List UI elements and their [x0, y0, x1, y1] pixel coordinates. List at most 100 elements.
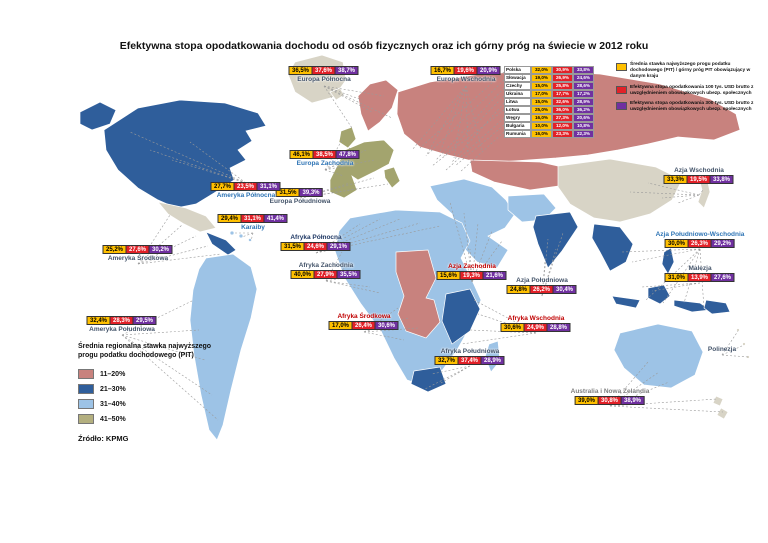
- country-value-cell: 36,2%: [573, 106, 594, 114]
- source-note: Źródło: KPMG: [78, 434, 129, 443]
- country-row: Łotwa 25,0% 36,0% 36,2%: [504, 106, 594, 114]
- region-australia-nz: Australia i Nowa Zelandia 39,0% 30,8% 38,9%: [571, 387, 649, 405]
- region-afryka-polnocna: Afryka Północna 31,5% 24,6% 29,1%: [280, 233, 351, 251]
- region-label: Karaiby: [241, 224, 265, 231]
- map-india: [532, 211, 579, 269]
- legend-color-swatch: [616, 63, 627, 71]
- region-value-cell: 29,4%: [217, 214, 242, 223]
- region-value-cell: 33,3%: [663, 175, 688, 184]
- region-value-cell: 31,0%: [664, 273, 689, 282]
- region-azja-poludniowa: Azja Południowa 24,8% 26,2% 30,4%: [506, 276, 577, 294]
- region-value-cell: 30,4%: [552, 285, 577, 294]
- region-azja-zachodnia: Azja Zachodnia 15,6% 19,3% 21,6%: [436, 262, 507, 280]
- region-afryka-poludniowa: Afryka Południowa 32,7% 37,4% 28,9%: [434, 347, 505, 365]
- country-value-cell: 15,0%: [531, 98, 552, 106]
- region-values: 32,4% 28,3% 29,5%: [86, 316, 157, 325]
- region-value-cell: 28,3%: [109, 316, 134, 325]
- country-row: Bułgaria 10,0% 12,0% 10,8%: [504, 122, 594, 130]
- region-value-cell: 13,9%: [687, 273, 712, 282]
- country-name: Bułgaria: [504, 122, 531, 130]
- region-value-cell: 38,5%: [312, 150, 337, 159]
- country-value-cell: 12,0%: [552, 122, 573, 130]
- country-row: Ukraina 17,0% 17,7% 17,2%: [504, 90, 594, 98]
- map-legend-label: 31–40%: [100, 400, 126, 408]
- map-central-asia: [469, 159, 577, 191]
- page-title: Efektywna stopa opodatkowania dochodu od…: [119, 40, 649, 52]
- region-value-cell: 27,6%: [125, 245, 150, 254]
- country-value-cell: 17,0%: [531, 90, 552, 98]
- region-value-cell: 31,5%: [280, 242, 305, 251]
- region-values: 32,7% 37,4% 28,9%: [434, 356, 505, 365]
- country-value-cell: 30,9%: [552, 66, 573, 74]
- map-south-africa: [410, 366, 447, 393]
- region-value-cell: 26,2%: [529, 285, 554, 294]
- region-label: Azja Południowo-Wschodnia: [655, 231, 745, 238]
- region-values: 39,0% 30,8% 38,9%: [574, 396, 645, 405]
- legend-label: Efektywna stopa opodatkowania 300 tys. U…: [630, 101, 754, 113]
- map-alaska: [79, 101, 117, 131]
- region-azja-pd-wschodnia: Azja Południowo-Wschodnia 30,0% 26,3% 29,2%: [655, 230, 745, 248]
- map-indonesia-east: [673, 299, 711, 313]
- region-value-cell: 19,6%: [453, 66, 478, 75]
- region-values: 16,7% 19,6% 20,9%: [430, 66, 501, 75]
- region-label: Europa Wschodnia: [436, 76, 496, 83]
- region-value-cell: 28,8%: [546, 323, 571, 332]
- region-ameryka-srodkowa: 25,2% 27,6% 30,2% Ameryka Środkowa: [102, 245, 173, 263]
- region-value-cell: 26,3%: [687, 239, 712, 248]
- region-value-cell: 35,5%: [336, 270, 361, 279]
- map-new-zealand: [712, 395, 724, 407]
- country-row: Polska 32,0% 30,9% 33,8%: [504, 66, 594, 74]
- region-value-cell: 37,6%: [311, 66, 336, 75]
- region-afryka-srodkowa: Afryka Środkowa 17,0% 26,4% 30,6%: [328, 312, 399, 330]
- map-sumatra-java: [611, 295, 641, 309]
- region-value-cell: 30,6%: [374, 321, 399, 330]
- map-legend-items: 11–20% 21–30% 31–40% 41–50%: [78, 369, 214, 425]
- country-value-cell: 20,6%: [573, 114, 594, 122]
- region-value-cell: 31,1%: [240, 214, 265, 223]
- country-value-cell: 16,0%: [531, 114, 552, 122]
- country-name: Czechy: [504, 82, 531, 90]
- region-values: 36,5% 37,6% 38,7%: [288, 66, 359, 75]
- region-value-cell: 27,6%: [710, 273, 735, 282]
- region-label: Afryka Południowa: [440, 348, 500, 355]
- region-value-cell: 20,9%: [476, 66, 501, 75]
- map-legend-label: 41–50%: [100, 415, 126, 423]
- region-malezja: Malezja 31,0% 13,9% 27,6%: [664, 264, 735, 282]
- country-name: Polska: [504, 66, 531, 74]
- map-se-asia: [591, 223, 634, 272]
- region-polinezja: Polinezja: [708, 345, 736, 354]
- region-europa-poludniowa: 31,5% 39,3% Europa Południowa: [269, 188, 331, 206]
- country-value-cell: 24,6%: [573, 74, 594, 82]
- map-north-america: [103, 99, 267, 209]
- legend-color-swatch: [616, 85, 627, 94]
- map-central-america: [205, 231, 237, 256]
- country-name: Łotwa: [504, 106, 531, 114]
- country-value-cell: 17,7%: [552, 90, 573, 98]
- country-value-cell: 27,3%: [552, 114, 573, 122]
- country-value-cell: 25,0%: [531, 106, 552, 114]
- region-values: 30,6% 24,9% 28,8%: [500, 323, 571, 332]
- country-name: Rumunia: [504, 130, 531, 138]
- region-value-cell: 47,8%: [335, 150, 360, 159]
- region-label: Europa Południowa: [269, 198, 331, 205]
- country-name: Litwa: [504, 98, 531, 106]
- region-values: 24,8% 26,2% 30,4%: [506, 285, 577, 294]
- region-values: 30,0% 26,3% 29,2%: [664, 239, 735, 248]
- map-legend-item: 11–20%: [78, 369, 214, 380]
- region-europa-zachodnia: 46,1% 38,5% 47,8% Europa Zachodnia: [289, 150, 360, 168]
- region-value-cell: 37,4%: [457, 356, 482, 365]
- region-europa-polnocna: 36,5% 37,6% 38,7% Europa Północna: [288, 66, 359, 84]
- map-uk: [338, 126, 357, 149]
- region-value-cell: 39,0%: [574, 396, 599, 405]
- country-value-cell: 22,3%: [573, 130, 594, 138]
- region-values: 40,0% 27,9% 35,5%: [290, 270, 361, 279]
- region-value-cell: 38,9%: [620, 396, 645, 405]
- region-value-cell: 38,7%: [334, 66, 359, 75]
- region-value-cell: 41,4%: [263, 214, 288, 223]
- region-label: Malezja: [688, 265, 712, 272]
- region-label: Ameryka Południowa: [89, 326, 155, 333]
- country-row: Litwa 15,0% 32,6% 28,9%: [504, 98, 594, 106]
- region-value-cell: 24,6%: [303, 242, 328, 251]
- map-caribbean: [229, 230, 235, 236]
- map-legend-item: 21–30%: [78, 384, 214, 395]
